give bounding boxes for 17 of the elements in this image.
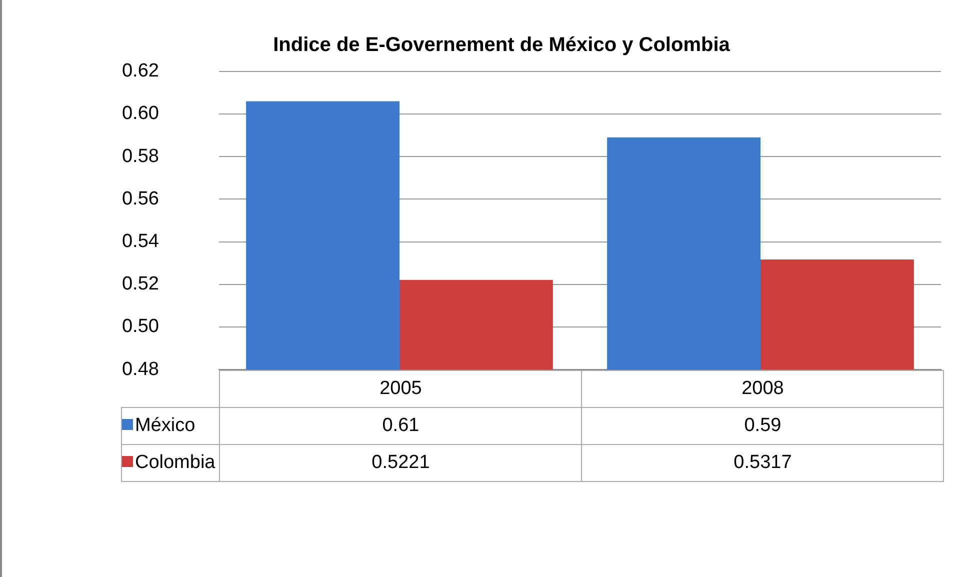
y-tick-label: 0.52 (122, 274, 159, 295)
legend-label: Colombia (121, 444, 220, 482)
y-tick-label: 0.48 (122, 358, 159, 380)
data-label: 0.5317 (582, 444, 944, 482)
data-label: 0.61 (220, 407, 582, 444)
y-tick-label: 0.56 (122, 188, 159, 210)
data-label: 0.59 (582, 407, 944, 444)
legend-label: México (121, 407, 220, 444)
x-tick-label: 2008 (582, 370, 944, 408)
y-tick-label: 0.54 (122, 231, 160, 252)
y-tick-label: 0.58 (122, 146, 159, 167)
data-label: 0.5221 (220, 444, 582, 482)
x-tick-label: 2005 (220, 370, 582, 408)
y-tick-label: 0.62 (122, 60, 159, 82)
y-tick-label: 0.50 (122, 316, 159, 338)
y-tick-label: 0.60 (122, 103, 159, 124)
chart-title: Indice de E-Governement de México y Colombia (273, 34, 731, 56)
